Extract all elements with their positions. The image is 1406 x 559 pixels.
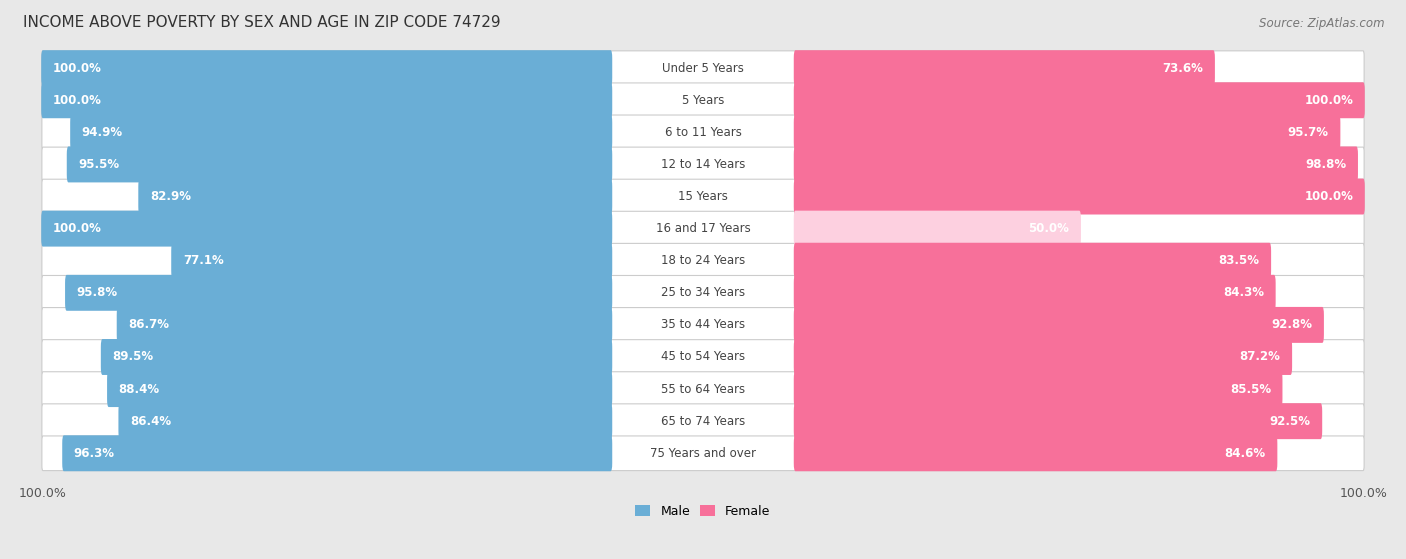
FancyBboxPatch shape [42, 340, 1364, 375]
FancyBboxPatch shape [101, 339, 612, 375]
Text: 87.2%: 87.2% [1240, 350, 1281, 363]
Text: 55 to 64 Years: 55 to 64 Years [661, 382, 745, 396]
Text: 73.6%: 73.6% [1163, 61, 1204, 75]
Text: 98.8%: 98.8% [1305, 158, 1347, 171]
Text: 86.4%: 86.4% [129, 415, 172, 428]
Text: 6 to 11 Years: 6 to 11 Years [665, 126, 741, 139]
Text: 100.0%: 100.0% [53, 222, 101, 235]
Text: INCOME ABOVE POVERTY BY SEX AND AGE IN ZIP CODE 74729: INCOME ABOVE POVERTY BY SEX AND AGE IN Z… [22, 15, 501, 30]
Text: 95.8%: 95.8% [76, 286, 118, 299]
FancyBboxPatch shape [118, 403, 612, 439]
Text: 100.0%: 100.0% [53, 94, 101, 107]
FancyBboxPatch shape [172, 243, 612, 279]
Text: 35 to 44 Years: 35 to 44 Years [661, 319, 745, 331]
FancyBboxPatch shape [794, 178, 1365, 215]
FancyBboxPatch shape [41, 82, 612, 119]
Text: 25 to 34 Years: 25 to 34 Years [661, 286, 745, 299]
FancyBboxPatch shape [62, 435, 612, 471]
Text: 100.0%: 100.0% [1305, 190, 1353, 203]
Text: 75 Years and over: 75 Years and over [650, 447, 756, 459]
FancyBboxPatch shape [794, 371, 1282, 407]
Text: 95.7%: 95.7% [1288, 126, 1329, 139]
Text: 18 to 24 Years: 18 to 24 Years [661, 254, 745, 267]
FancyBboxPatch shape [117, 307, 612, 343]
FancyBboxPatch shape [70, 115, 612, 150]
FancyBboxPatch shape [65, 275, 612, 311]
FancyBboxPatch shape [42, 179, 1364, 214]
FancyBboxPatch shape [794, 339, 1292, 375]
FancyBboxPatch shape [42, 307, 1364, 342]
Text: 82.9%: 82.9% [150, 190, 191, 203]
FancyBboxPatch shape [42, 436, 1364, 471]
Text: Under 5 Years: Under 5 Years [662, 61, 744, 75]
Text: 84.3%: 84.3% [1223, 286, 1264, 299]
FancyBboxPatch shape [794, 115, 1340, 150]
FancyBboxPatch shape [794, 403, 1322, 439]
FancyBboxPatch shape [794, 307, 1324, 343]
FancyBboxPatch shape [794, 146, 1358, 182]
FancyBboxPatch shape [794, 243, 1271, 279]
FancyBboxPatch shape [66, 146, 612, 182]
FancyBboxPatch shape [42, 147, 1364, 182]
Text: 65 to 74 Years: 65 to 74 Years [661, 415, 745, 428]
FancyBboxPatch shape [794, 211, 1081, 247]
Text: 45 to 54 Years: 45 to 54 Years [661, 350, 745, 363]
Text: 84.6%: 84.6% [1225, 447, 1265, 459]
Text: Source: ZipAtlas.com: Source: ZipAtlas.com [1260, 17, 1385, 30]
Text: 83.5%: 83.5% [1219, 254, 1260, 267]
Text: 100.0%: 100.0% [53, 61, 101, 75]
FancyBboxPatch shape [41, 211, 612, 247]
FancyBboxPatch shape [138, 178, 612, 215]
FancyBboxPatch shape [41, 50, 612, 86]
FancyBboxPatch shape [794, 82, 1365, 119]
FancyBboxPatch shape [42, 276, 1364, 310]
Text: 50.0%: 50.0% [1029, 222, 1070, 235]
FancyBboxPatch shape [42, 211, 1364, 246]
FancyBboxPatch shape [42, 51, 1364, 86]
FancyBboxPatch shape [42, 115, 1364, 150]
Legend: Male, Female: Male, Female [630, 500, 776, 523]
FancyBboxPatch shape [42, 404, 1364, 438]
FancyBboxPatch shape [42, 83, 1364, 117]
FancyBboxPatch shape [794, 275, 1275, 311]
Text: 12 to 14 Years: 12 to 14 Years [661, 158, 745, 171]
Text: 100.0%: 100.0% [1305, 94, 1353, 107]
Text: 88.4%: 88.4% [118, 382, 160, 396]
FancyBboxPatch shape [42, 243, 1364, 278]
Text: 95.5%: 95.5% [79, 158, 120, 171]
Text: 85.5%: 85.5% [1230, 382, 1271, 396]
Text: 5 Years: 5 Years [682, 94, 724, 107]
Text: 16 and 17 Years: 16 and 17 Years [655, 222, 751, 235]
FancyBboxPatch shape [794, 435, 1277, 471]
Text: 86.7%: 86.7% [128, 319, 169, 331]
Text: 15 Years: 15 Years [678, 190, 728, 203]
Text: 92.5%: 92.5% [1270, 415, 1310, 428]
Text: 89.5%: 89.5% [112, 350, 153, 363]
FancyBboxPatch shape [107, 371, 612, 407]
FancyBboxPatch shape [794, 50, 1215, 86]
FancyBboxPatch shape [42, 372, 1364, 406]
Text: 92.8%: 92.8% [1271, 319, 1312, 331]
Text: 96.3%: 96.3% [73, 447, 115, 459]
Text: 94.9%: 94.9% [82, 126, 122, 139]
Text: 77.1%: 77.1% [183, 254, 224, 267]
